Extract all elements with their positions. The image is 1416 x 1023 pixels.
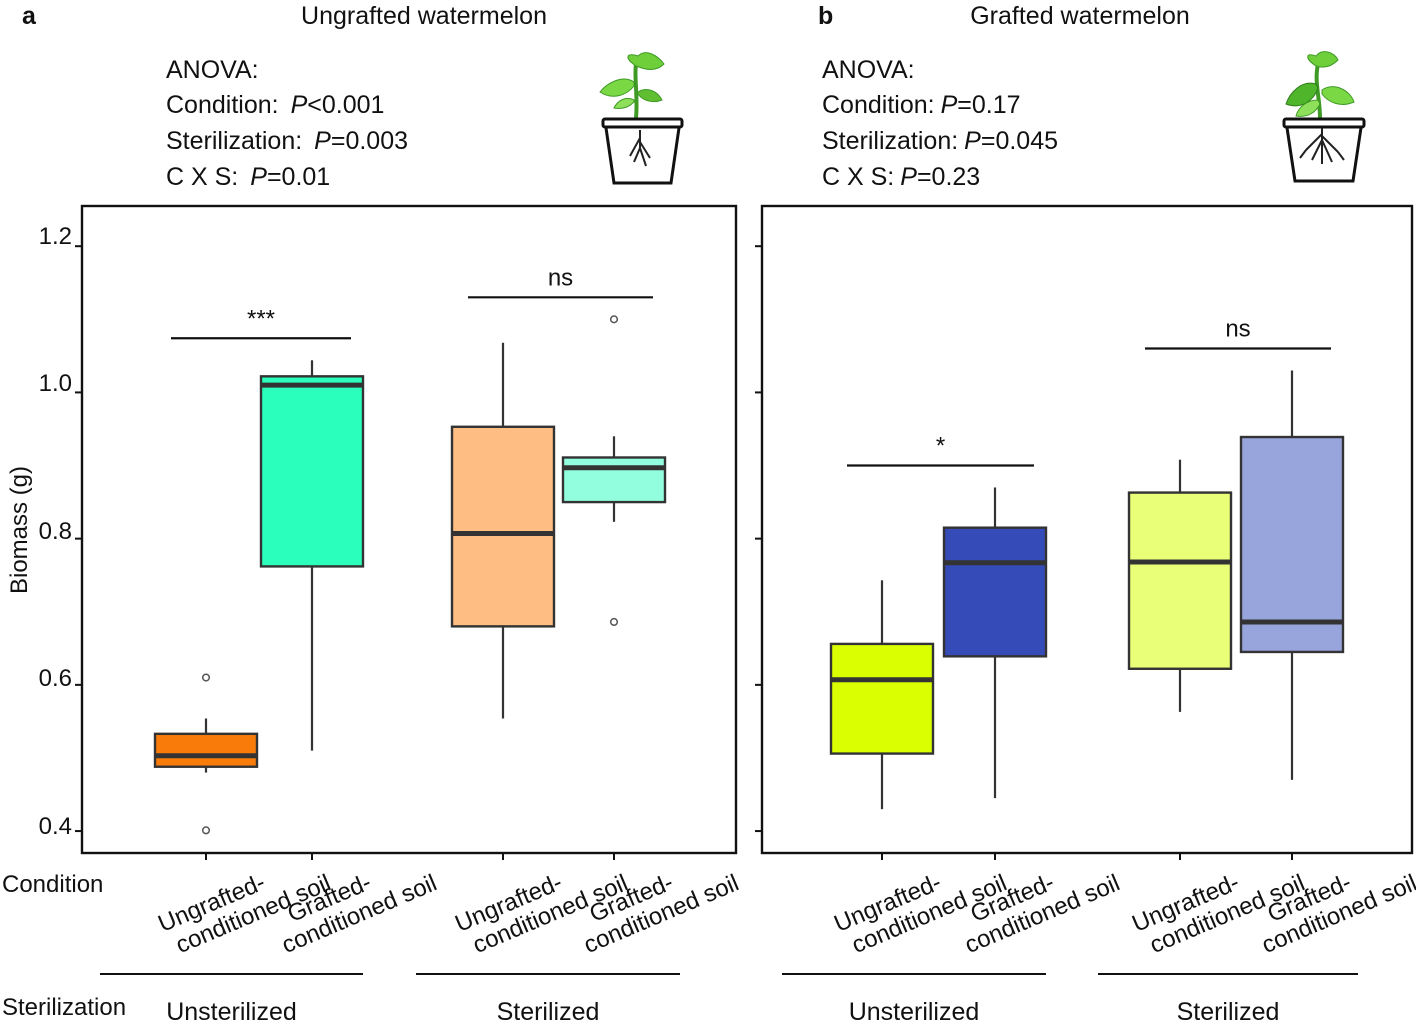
- panel-b-anova-header: ANOVA:: [822, 56, 915, 84]
- outlier-point: [609, 617, 619, 627]
- panel-a-anova-sterilization-value: =0.003: [331, 127, 408, 155]
- outlier-point: [201, 673, 211, 682]
- panel-a-box-2: [450, 342, 556, 719]
- axis-ticks: [75, 245, 1293, 860]
- outlier-point: [609, 315, 619, 324]
- panel-a-box-1: [259, 360, 365, 751]
- panel-b-anova-interaction-value: =0.23: [917, 163, 980, 191]
- panel-b-box-1: [942, 487, 1048, 799]
- panel-a-category-label-1: Grafted-conditioned soil: [268, 845, 441, 959]
- panel-b-anova-condition-p: P: [941, 91, 958, 119]
- panel-a-significance-1: ns: [468, 264, 653, 299]
- panel-a-anova-header: ANOVA:: [166, 56, 259, 84]
- panel-b-anova-interaction-p: P: [900, 163, 917, 191]
- panel-b-title: Grafted watermelon: [970, 2, 1190, 30]
- panel-b-anova-condition: Condition: P=0.17: [822, 91, 1021, 119]
- panel-b-anova-interaction-label: C X S:: [822, 163, 894, 191]
- panel-b-anova-condition-label: Condition:: [822, 91, 935, 119]
- panel-b-anova-sterilization-p: P: [964, 127, 981, 155]
- ungrafted-seedling-icon: [599, 52, 684, 185]
- y-tick-labels: 1.2 1.0 0.8 0.6 0.4: [39, 223, 72, 840]
- panel-a-anova-interaction-value: =0.01: [267, 163, 330, 191]
- panel-a-significance-0: ***: [171, 305, 351, 340]
- grafted-seedling-icon: [1282, 51, 1366, 183]
- panel-b-anova-sterilization-label: Sterilization:: [822, 127, 958, 155]
- significance-label: ***: [247, 305, 275, 332]
- significance-label: ns: [1225, 315, 1250, 342]
- panel-b-box-3: [1239, 370, 1345, 780]
- panel-a-category-label-3: Grafted-conditioned soil: [570, 845, 743, 959]
- y-tick-label-0.6: 0.6: [39, 665, 72, 692]
- panel-b-significance-1: ns: [1145, 315, 1331, 350]
- panel-a-anova-interaction-label: C X S:: [166, 163, 238, 191]
- panel-a-title: Ungrafted watermelon: [301, 2, 547, 30]
- panel-a-anova-condition-value: <0.001: [307, 91, 384, 119]
- panel-b-box-2: [1127, 459, 1233, 712]
- panel-a-anova-condition-p: P: [291, 91, 308, 119]
- panel-a-anova-sterilization-label: Sterilization:: [166, 127, 302, 155]
- y-axis-label: Biomass (g): [6, 466, 33, 594]
- condition-row-label: Condition: [2, 871, 103, 898]
- box-iqr: [450, 425, 556, 628]
- panel-b-group-label-0: Unsterilized: [849, 998, 980, 1023]
- box-iqr: [829, 642, 935, 755]
- panel-a-letter: a: [22, 2, 37, 30]
- panel-a-anova-condition: Condition: P<0.001: [166, 91, 384, 119]
- panel-a-anova-sterilization-p: P: [314, 127, 331, 155]
- significance-label: *: [936, 432, 945, 459]
- sterilization-groups: Unsterilized Sterilized Unsterilized Steril…: [100, 973, 1358, 1023]
- panel-a-group-label-1: Sterilized: [497, 998, 600, 1023]
- panel-b-significance-0: *: [847, 432, 1034, 467]
- panel-a-anova-interaction-p: P: [250, 163, 267, 191]
- panel-b-anova-condition-value: =0.17: [957, 91, 1020, 119]
- y-tick-label-0.8: 0.8: [39, 518, 72, 545]
- significance-annotations: *** ns * ns: [171, 264, 1331, 467]
- panel-b-plot-frame: [760, 204, 1414, 855]
- box-iqr: [561, 456, 667, 504]
- panel-a-box-3: [561, 315, 667, 627]
- panel-b-category-label-3: Grafted-conditioned soil: [1248, 845, 1416, 959]
- y-tick-label-1.2: 1.2: [39, 223, 72, 250]
- panel-b-anova-sterilization: Sterilization: P=0.045: [822, 127, 1058, 155]
- panel-b-anova-interaction: C X S: P=0.23: [822, 163, 980, 191]
- y-tick-label-1.0: 1.0: [39, 370, 72, 397]
- box-iqr: [153, 732, 259, 768]
- boxplots: [153, 315, 1345, 835]
- box-iqr: [1127, 491, 1233, 670]
- sterilization-row-label: Sterilization: [2, 994, 126, 1021]
- panel-a-anova-interaction: C X S: P=0.01: [166, 163, 330, 191]
- panel-a-plot-frame: [80, 204, 738, 855]
- panel-b-category-label-1: Grafted-conditioned soil: [951, 845, 1124, 959]
- panel-b-group-label-1: Sterilized: [1177, 998, 1280, 1023]
- panel-a-group-label-0: Unsterilized: [166, 998, 297, 1023]
- panel-b-letter: b: [818, 2, 833, 30]
- panel-a-anova-condition-label: Condition:: [166, 91, 279, 119]
- panel-a-anova-sterilization: Sterilization: P=0.003: [166, 127, 408, 155]
- y-tick-label-0.4: 0.4: [39, 813, 72, 840]
- box-iqr: [1239, 435, 1345, 654]
- significance-label: ns: [548, 264, 573, 291]
- box-iqr: [942, 526, 1048, 658]
- box-iqr: [259, 375, 365, 568]
- x-tick-labels: Ungrafted-conditioned soilGrafted-condit…: [154, 845, 1416, 959]
- panel-a-box-0: [153, 673, 259, 835]
- panel-b-anova-sterilization-value: =0.045: [981, 127, 1058, 155]
- panel-b-box-0: [829, 580, 935, 810]
- outlier-point: [201, 826, 211, 835]
